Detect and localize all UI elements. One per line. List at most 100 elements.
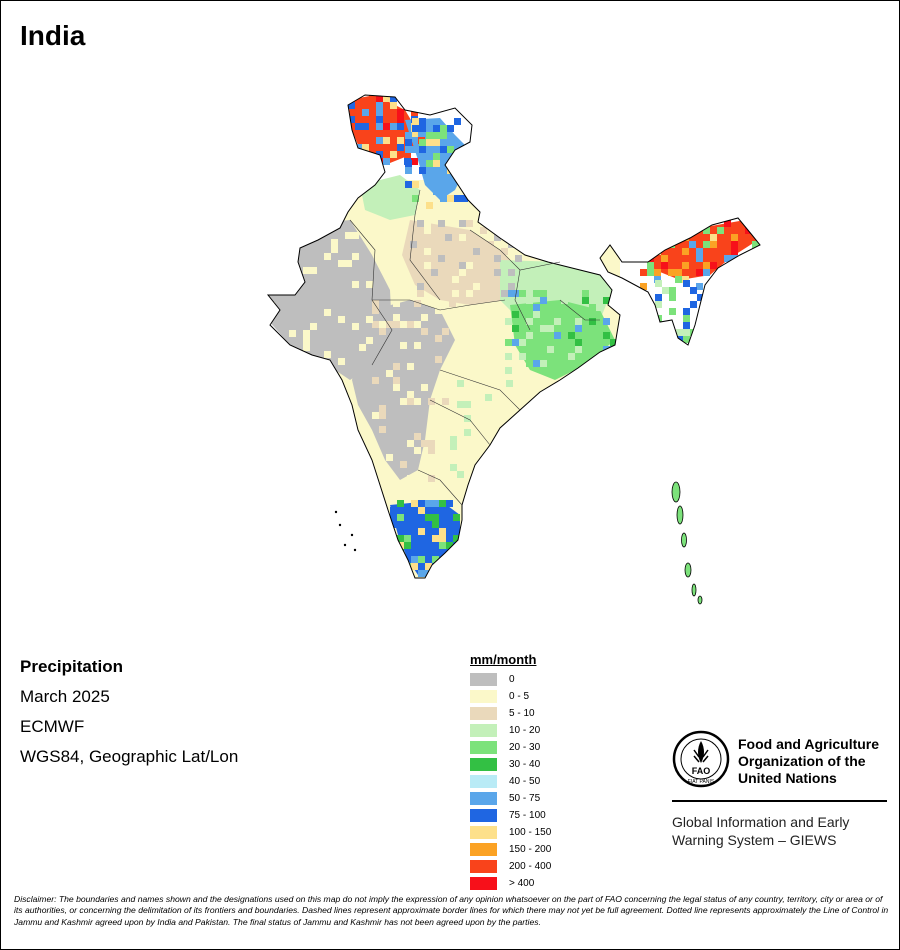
legend-swatch (470, 690, 497, 703)
grid-cell (447, 146, 454, 153)
grid-cell (397, 144, 404, 151)
grid-cell (640, 234, 647, 241)
legend-label: 0 - 5 (509, 691, 530, 702)
legend-label: 150 - 200 (509, 844, 552, 855)
grid-cell (393, 300, 400, 307)
grid-cell (410, 248, 417, 255)
grid-cell (485, 394, 492, 401)
grid-cell (450, 464, 457, 471)
grid-cell (499, 401, 506, 408)
grid-cell (554, 339, 561, 346)
grid-cell (379, 321, 386, 328)
grid-cell (454, 195, 461, 202)
grid-cell (366, 337, 373, 344)
legend-row: 50 - 75 (470, 790, 551, 807)
grid-cell (461, 181, 468, 188)
grid-cell (393, 384, 400, 391)
grid-cell (424, 248, 431, 255)
grid-cell (446, 542, 453, 549)
grid-cell (513, 450, 520, 457)
grid-cell (432, 514, 439, 521)
grid-cell (400, 342, 407, 349)
grid-cell (596, 304, 603, 311)
grid-cell (492, 415, 499, 422)
grid-cell (696, 248, 703, 255)
grid-cell (425, 500, 432, 507)
grid-cell (696, 255, 703, 262)
grid-cell (324, 351, 331, 358)
grid-cell (589, 318, 596, 325)
grid-cell (355, 144, 362, 151)
grid-cell (355, 123, 362, 130)
grid-cell (696, 234, 703, 241)
grid-cell (282, 225, 289, 232)
grid-cell (752, 220, 759, 227)
grid-cell (433, 132, 440, 139)
grid-cell (411, 158, 418, 165)
grid-cell (405, 132, 412, 139)
state-boundary (409, 189, 441, 301)
grid-cell (519, 353, 526, 360)
grid-cell (738, 262, 745, 269)
grid-cell (428, 398, 435, 405)
grid-cell (640, 234, 647, 241)
grid-cell (745, 255, 752, 262)
grid-cell (372, 321, 379, 328)
grid-cell (345, 260, 352, 267)
grid-cell (412, 181, 419, 188)
grid-cell (438, 255, 445, 262)
grid-cell (669, 294, 676, 301)
grid-cell (449, 300, 456, 307)
grid-cell (457, 394, 464, 401)
grid-cell (738, 276, 745, 283)
grid-cell (689, 241, 696, 248)
grid-cell (310, 267, 317, 274)
grid-cell (449, 468, 456, 475)
grid-cell (505, 290, 512, 297)
grid-cell (397, 137, 404, 144)
grid-cell (494, 234, 501, 241)
grid-cell (383, 158, 390, 165)
grid-cell (459, 262, 466, 269)
grid-cell (450, 436, 457, 443)
grid-cell (452, 276, 459, 283)
grid-cell (390, 549, 397, 556)
grid-cell (362, 116, 369, 123)
grid-cell (419, 139, 426, 146)
legend-label: 30 - 40 (509, 759, 541, 770)
grid-cell (662, 322, 669, 329)
grid-cell (268, 253, 275, 260)
grid-cell (669, 336, 676, 343)
grid-cell (675, 269, 682, 276)
grid-cell (487, 283, 494, 290)
grid-cell (432, 556, 439, 563)
grid-cell (453, 549, 460, 556)
legend-row: 75 - 100 (470, 807, 551, 824)
grid-cell (440, 146, 447, 153)
grid-cell (731, 227, 738, 234)
grid-cell (397, 109, 404, 116)
grid-cell (696, 269, 703, 276)
grid-cell (405, 146, 412, 153)
grid-cell (575, 339, 582, 346)
grid-cell (417, 283, 424, 290)
grid-cell (440, 132, 447, 139)
grid-cell (432, 500, 439, 507)
grid-cell (512, 311, 519, 318)
grid-cell (435, 335, 442, 342)
grid-cell (508, 283, 515, 290)
boundaries (266, 94, 761, 605)
grid-cell (683, 329, 690, 336)
grid-cell (393, 321, 400, 328)
grid-cell (338, 358, 345, 365)
grid-cell (355, 102, 362, 109)
grid-cell (675, 227, 682, 234)
grid-cell (731, 241, 738, 248)
grid-cell (575, 325, 582, 332)
grid-cell (478, 387, 485, 394)
grid-cell (683, 322, 690, 329)
grid-cell (447, 195, 454, 202)
grid-cell (424, 262, 431, 269)
grid-cell (428, 447, 435, 454)
grid-cell (289, 330, 296, 337)
